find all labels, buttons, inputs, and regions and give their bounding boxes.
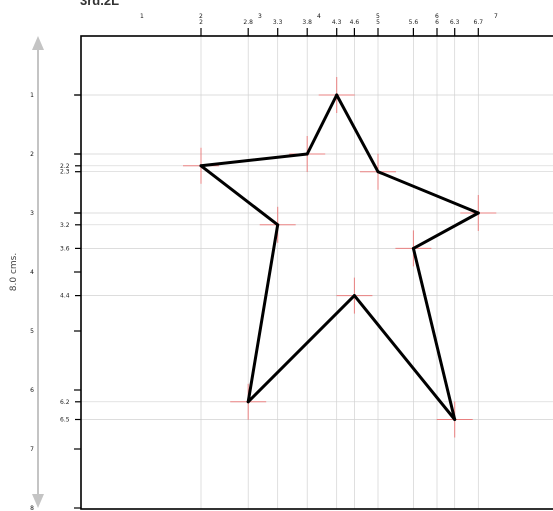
star-outline xyxy=(199,93,480,421)
vertex-crosshairs xyxy=(183,77,497,438)
left-ruler-label: 3.2 xyxy=(60,222,70,229)
star-edge-left-to-inner-ul xyxy=(199,152,309,168)
top-ruler-label: 6.3 xyxy=(450,19,460,26)
top-ruler-label: 5.6 xyxy=(409,19,419,26)
left-ruler xyxy=(75,94,81,421)
top-ruler-label: 4.3 xyxy=(332,19,342,26)
left-ruler-labels: 2.3 3.6 6.5 4.4 6.2 3.2 2.2 xyxy=(60,163,70,424)
left-ruler-label: 2.2 xyxy=(60,163,70,170)
left-ruler-label: 6.5 xyxy=(60,417,70,424)
arrow-down-icon xyxy=(32,494,44,508)
top-ruler-labels: 4.3 5 6.7 5.6 6.3 4.6 2.8 3.3 2 3.8 6 1 2 3 4 5 6 7 xyxy=(140,13,498,26)
grid-lines xyxy=(81,36,553,509)
top-ruler-number: 1 xyxy=(140,13,144,20)
star-edge-inner-l-to-left xyxy=(199,164,280,227)
top-ruler-number: 4 xyxy=(317,13,321,20)
left-ruler-number: 8 xyxy=(30,505,34,511)
left-ruler-label: 2.3 xyxy=(60,169,70,176)
page-title: 3rd.2L xyxy=(80,0,119,8)
left-ruler-label: 4.4 xyxy=(60,293,70,300)
drawing-frame xyxy=(80,35,553,510)
top-ruler-label: 6 xyxy=(435,19,439,26)
star-edge-inner-r-to-bottom-right xyxy=(411,246,457,421)
top-ruler-label: 6.7 xyxy=(474,19,484,26)
top-ruler-number: 2 xyxy=(199,13,203,20)
top-ruler-label: 5 xyxy=(376,19,380,26)
left-ruler-label: 6.2 xyxy=(60,399,70,406)
star-edge-bottom-left-to-inner-l xyxy=(246,223,280,404)
star-edge-inner-b-to-bottom-left xyxy=(246,294,356,404)
top-ruler-number: 6 xyxy=(435,13,439,20)
top-ruler-label: 3.3 xyxy=(273,19,283,26)
top-ruler-label: 2.8 xyxy=(243,19,253,26)
top-ruler-label: 2 xyxy=(199,19,203,26)
left-ruler-number: 2 xyxy=(30,151,34,158)
left-ruler-number: 5 xyxy=(30,328,34,335)
top-ruler xyxy=(200,28,479,36)
top-ruler-number: 3 xyxy=(258,13,262,20)
arrow-up-icon xyxy=(32,36,44,50)
left-ruler-number: 3 xyxy=(30,210,34,217)
top-ruler-number: 7 xyxy=(494,13,498,20)
top-ruler-label: 3.8 xyxy=(302,19,312,26)
left-ruler-numbers: 1 2 3 4 5 6 7 8 xyxy=(30,92,81,511)
height-measurement-label: 8.0 cms. xyxy=(9,253,19,291)
left-ruler-number: 6 xyxy=(30,387,34,394)
star-edge-top-to-inner-ur xyxy=(335,93,380,174)
left-ruler-label: 3.6 xyxy=(60,245,70,252)
top-ruler-number: 5 xyxy=(376,13,380,20)
top-ruler-label: 4.6 xyxy=(350,19,360,26)
vertical-measure-arrow xyxy=(32,36,44,508)
left-ruler-number: 1 xyxy=(30,92,34,99)
left-ruler-number: 7 xyxy=(30,446,34,453)
star-edge-inner-ur-to-right xyxy=(376,170,480,215)
star-edge-right-to-inner-r xyxy=(411,211,480,250)
star-edge-inner-ul-to-top xyxy=(305,93,339,156)
star-edge-bottom-right-to-inner-b xyxy=(352,294,457,421)
left-ruler-number: 4 xyxy=(30,269,34,276)
